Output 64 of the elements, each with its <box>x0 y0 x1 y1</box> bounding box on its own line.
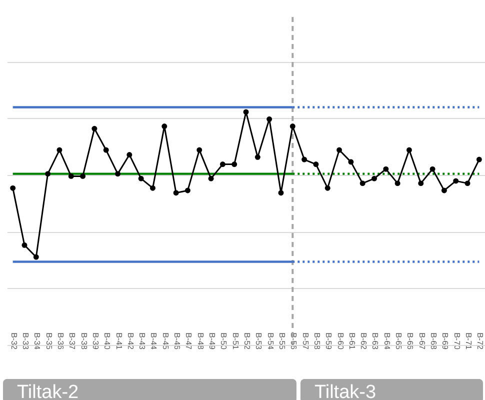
point <box>418 180 424 186</box>
x-tick-label: B-61 <box>347 332 356 350</box>
text: Tiltak-3 <box>314 382 376 400</box>
point <box>266 116 272 122</box>
point <box>278 190 284 196</box>
point <box>430 166 436 172</box>
point <box>453 178 459 184</box>
x-tick-label: B-32 <box>9 332 18 350</box>
point <box>383 166 389 172</box>
point <box>232 162 238 168</box>
point <box>360 180 366 186</box>
point <box>372 176 377 182</box>
point <box>302 156 308 162</box>
point <box>336 147 342 153</box>
point <box>92 126 98 132</box>
point <box>150 185 156 191</box>
point <box>348 159 354 165</box>
point <box>406 147 412 153</box>
text: Tiltak-2 <box>17 382 79 400</box>
point <box>313 162 319 168</box>
x-tick-label: B-44 <box>149 332 158 350</box>
x-tick-label: B-72 <box>476 332 485 350</box>
x-tick-label: B-64 <box>382 332 392 350</box>
x-tick-label: B-54 <box>266 332 275 350</box>
point <box>324 185 330 191</box>
point <box>394 180 400 186</box>
point <box>45 171 51 177</box>
point <box>243 109 249 115</box>
point <box>476 156 482 162</box>
x-tick-label: B-67 <box>417 332 426 350</box>
point <box>103 147 109 153</box>
point <box>22 242 28 248</box>
x-tick-label: B-43 <box>138 332 147 350</box>
x-tick-label: B-51 <box>230 332 240 350</box>
point <box>173 190 179 196</box>
point <box>68 173 74 179</box>
point <box>115 171 120 177</box>
point <box>441 188 447 194</box>
x-tick-label: B-34 <box>32 332 42 350</box>
x-tick-label: B-53 <box>254 332 264 350</box>
x-tick-label: B-37 <box>68 332 77 350</box>
point <box>208 176 214 182</box>
x-tick-label: B-62 <box>359 332 368 350</box>
point <box>126 152 132 158</box>
x-tick-label: B-57 <box>300 332 310 350</box>
point <box>162 124 168 129</box>
x-tick-label: B-71 <box>464 332 474 350</box>
point <box>290 124 296 129</box>
point <box>220 162 226 168</box>
x-tick-label: B-52 <box>242 332 252 350</box>
point <box>184 188 190 194</box>
point <box>464 180 470 186</box>
x-tick-label: B-42 <box>126 332 135 350</box>
point <box>196 147 202 153</box>
point <box>254 154 260 160</box>
x-tick-label: B-41 <box>114 332 124 350</box>
point <box>10 185 16 191</box>
x-tick-label: B-33 <box>20 332 30 350</box>
x-tick-label: B-47 <box>184 332 194 350</box>
point <box>33 254 39 260</box>
point <box>138 176 144 182</box>
x-tick-label: B-63 <box>370 332 380 350</box>
point <box>80 173 86 179</box>
point <box>56 147 62 153</box>
